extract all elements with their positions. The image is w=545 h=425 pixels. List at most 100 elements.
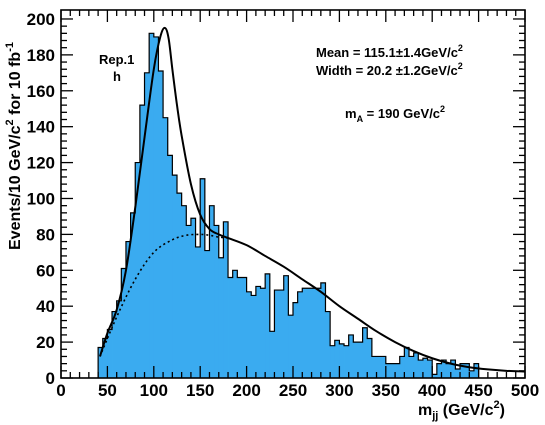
histogram-bin	[232, 270, 238, 378]
fit-total-curve	[99, 26, 526, 373]
histogram-bin	[441, 360, 447, 378]
histogram-bin	[255, 286, 261, 378]
histogram-bin	[144, 72, 150, 378]
histogram-bin	[409, 356, 415, 378]
rep-label-line2: h	[113, 69, 121, 84]
histogram-bin	[283, 275, 289, 378]
histogram-bin	[418, 360, 424, 378]
histogram-bin	[149, 33, 155, 379]
histogram-bin	[135, 162, 141, 378]
histogram-bin	[116, 300, 122, 378]
histogram-bin	[432, 374, 438, 378]
histogram-bin	[395, 363, 401, 378]
histogram-bin	[130, 212, 136, 378]
histogram-bin	[190, 218, 196, 378]
histogram-bin	[223, 221, 229, 378]
x-tick-label: 50	[98, 381, 117, 400]
histogram-bin	[177, 193, 183, 378]
y-tick-labels: 0 20 40 60 80 100 120 140 160 180 200	[27, 10, 55, 388]
y-tick-label: 100	[27, 189, 55, 208]
histogram-bin	[311, 288, 317, 378]
y-tick-label: 60	[36, 261, 55, 280]
histogram-bin	[464, 363, 470, 378]
histogram-bin	[279, 290, 285, 378]
histogram-bin	[98, 347, 104, 378]
x-tick-label: 100	[140, 381, 168, 400]
histogram-bin	[237, 277, 243, 378]
histogram-bin	[334, 340, 340, 378]
y-tick-label: 0	[46, 369, 55, 388]
x-tick-label: 0	[56, 381, 65, 400]
histogram-bin	[181, 205, 187, 378]
histogram-bin	[214, 225, 220, 378]
histogram-bin	[320, 282, 326, 378]
histogram-bin	[228, 277, 234, 378]
y-tick-label: 160	[27, 82, 55, 101]
histogram-bin	[297, 291, 303, 378]
y-tick-label: 40	[36, 297, 55, 316]
x-tick-label: 250	[279, 381, 307, 400]
histogram-bin	[460, 363, 466, 378]
x-tick-label: 400	[418, 381, 446, 400]
y-tick-label: 200	[27, 10, 55, 29]
x-tick-label: 300	[325, 381, 353, 400]
histogram-bin	[172, 175, 178, 378]
histogram-bin	[357, 342, 363, 378]
histogram-bin	[325, 311, 331, 378]
histogram-bin	[274, 290, 280, 378]
histogram-bin	[265, 273, 271, 378]
histogram-bin	[339, 343, 345, 378]
x-tick-label: 150	[186, 381, 214, 400]
y-tick-label: 80	[36, 225, 55, 244]
histogram-bin	[436, 363, 442, 378]
histogram-bin	[413, 352, 419, 378]
y-tick-label: 140	[27, 118, 55, 137]
histogram-bin	[381, 356, 387, 378]
histogram-bin	[302, 288, 308, 378]
histogram-bin	[348, 334, 354, 378]
histogram-bin	[293, 302, 299, 378]
histogram-bin	[241, 277, 247, 378]
histogram-bin	[167, 155, 173, 378]
histogram-bin	[158, 71, 164, 378]
histogram-bin	[385, 363, 391, 378]
histogram-bin	[121, 268, 127, 378]
y-axis-title: Events/10 GeV/c2 for 10 fb-1	[4, 42, 24, 250]
histogram-bin	[186, 225, 192, 378]
histogram-bin	[404, 347, 410, 378]
histogram-bin	[376, 356, 382, 378]
histogram-bin	[251, 295, 257, 378]
histogram-bin	[306, 288, 312, 378]
histogram-bin	[353, 342, 359, 378]
histogram-bin	[209, 205, 215, 378]
histogram-bin	[125, 241, 131, 378]
histogram-bin	[344, 345, 350, 378]
y-tick-label: 180	[27, 46, 55, 65]
histogram-outline	[97, 32, 480, 378]
mean-annotation: Mean = 115.1±1.4GeV/c2	[316, 43, 463, 60]
ma-annotation: mA = 190 GeV/c2	[345, 104, 445, 124]
histogram-bin	[469, 370, 475, 378]
x-axis-title: mjj (GeV/c2)	[418, 399, 505, 422]
histogram-bin	[316, 288, 322, 378]
histogram-bin	[427, 360, 433, 378]
histogram-bin	[473, 363, 479, 378]
histogram-bin	[153, 36, 159, 379]
x-tick-label: 350	[372, 381, 400, 400]
histogram-bin	[399, 356, 405, 378]
histogram-bin	[195, 246, 201, 378]
histogram-bin	[163, 117, 169, 379]
histogram-bin	[260, 288, 266, 378]
histogram-bin	[218, 257, 224, 378]
histogram-bin	[200, 178, 206, 378]
x-tick-labels: 0 50 100 150 200 250 300 350 400 450 500	[56, 381, 539, 400]
histogram-bin	[371, 356, 377, 378]
histogram-bin	[450, 360, 456, 378]
x-tick-label: 200	[232, 381, 260, 400]
histogram-bars	[98, 33, 479, 379]
histogram-bin	[269, 331, 275, 378]
histogram-bin	[446, 363, 452, 378]
histogram-bin	[102, 338, 108, 378]
x-tick-label: 500	[511, 381, 539, 400]
